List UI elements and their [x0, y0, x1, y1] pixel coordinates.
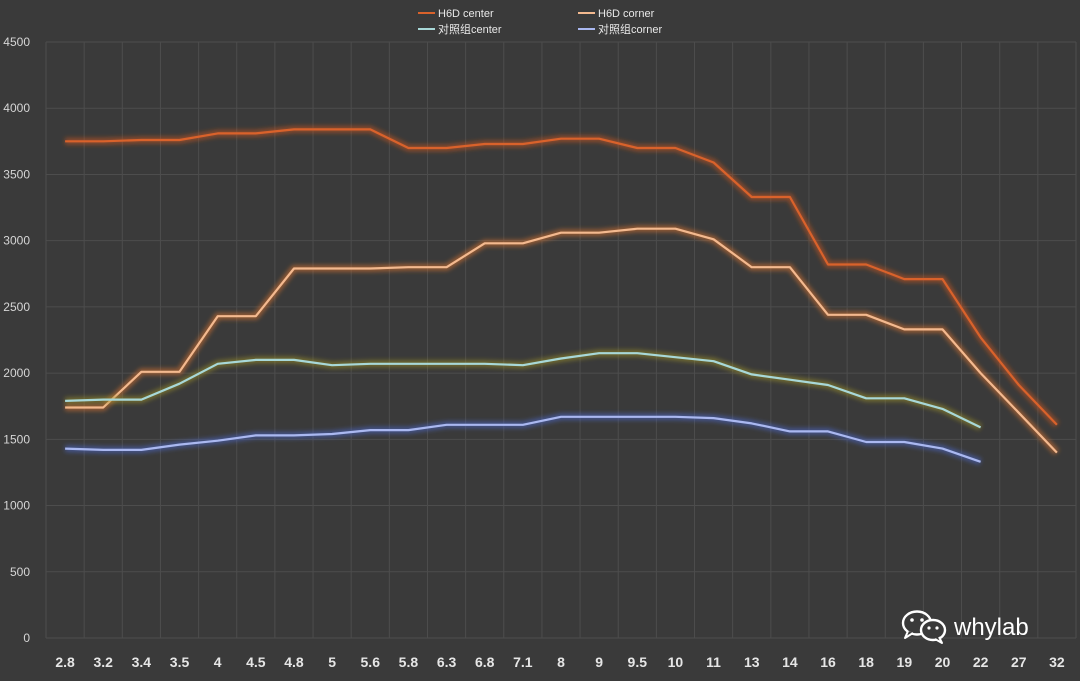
y-tick-label: 500	[10, 565, 30, 579]
x-tick-label: 6.8	[475, 654, 495, 670]
y-tick-label: 2500	[3, 300, 30, 314]
x-tick-label: 11	[706, 654, 721, 670]
series-line	[65, 415, 981, 463]
x-tick-label: 8	[557, 654, 565, 670]
watermark-text: whylab	[953, 614, 1029, 641]
series-line	[65, 352, 982, 429]
x-tick-label: 6.3	[437, 654, 457, 670]
x-tick-label: 16	[820, 654, 836, 670]
x-tick-label: 13	[744, 654, 760, 670]
y-tick-label: 4000	[3, 101, 30, 115]
x-tick-label: 4	[214, 654, 222, 670]
x-tick-label: 19	[897, 654, 913, 670]
series-line	[65, 227, 1058, 454]
watermark: whylab	[901, 610, 1029, 644]
y-tick-label: 3500	[3, 167, 30, 181]
x-tick-label: 4.8	[284, 654, 304, 670]
x-tick-label: 18	[858, 654, 874, 670]
legend-label: 对照组corner	[598, 22, 663, 36]
x-tick-label: 4.5	[246, 654, 266, 670]
legend: H6D center H6D corner 对照组center 对照组corner	[418, 8, 663, 36]
x-tick-label: 3.2	[93, 654, 113, 670]
series-2	[64, 349, 983, 431]
x-tick-label: 7.1	[513, 654, 533, 670]
x-tick-label: 9	[595, 654, 603, 670]
x-tick-label: 32	[1049, 654, 1065, 670]
y-tick-label: 3000	[3, 234, 30, 248]
x-axis-ticks: 2.8 3.2 3.4 3.5 4 4.5 4.8 5 5.6 5.8 6.3 6.8 7.1 8 9 9.5…	[55, 654, 1065, 670]
series-line	[65, 128, 1058, 426]
y-tick-label: 1000	[3, 499, 30, 513]
legend-label: H6D corner	[598, 8, 655, 20]
y-tick-label: 1500	[3, 432, 30, 446]
x-tick-label: 14	[782, 654, 798, 670]
x-tick-label: 27	[1011, 654, 1027, 670]
wechat-icon	[901, 610, 947, 644]
legend-label: H6D center	[438, 8, 494, 20]
x-tick-label: 2.8	[55, 654, 75, 670]
legend-label: 对照组center	[438, 22, 502, 36]
series-lines	[64, 125, 1060, 466]
x-tick-label: 10	[668, 654, 684, 670]
y-tick-label: 0	[23, 631, 30, 645]
x-tick-label: 9.5	[628, 654, 648, 670]
y-tick-label: 2000	[3, 366, 30, 380]
series-1	[65, 225, 1060, 456]
y-axis-ticks: 0 500 1000 1500 2000 2500 3000 3500 4000 4500	[3, 35, 30, 645]
x-tick-label: 5.8	[399, 654, 419, 670]
x-tick-label: 3.4	[132, 654, 152, 670]
x-tick-label: 22	[973, 654, 989, 670]
y-tick-label: 4500	[3, 35, 30, 49]
series-0	[65, 125, 1060, 428]
x-tick-label: 20	[935, 654, 951, 670]
series-glow	[65, 125, 1060, 428]
series-3	[64, 413, 982, 466]
x-tick-label: 3.5	[170, 654, 190, 670]
x-tick-label: 5	[328, 654, 336, 670]
x-tick-label: 5.6	[361, 654, 381, 670]
